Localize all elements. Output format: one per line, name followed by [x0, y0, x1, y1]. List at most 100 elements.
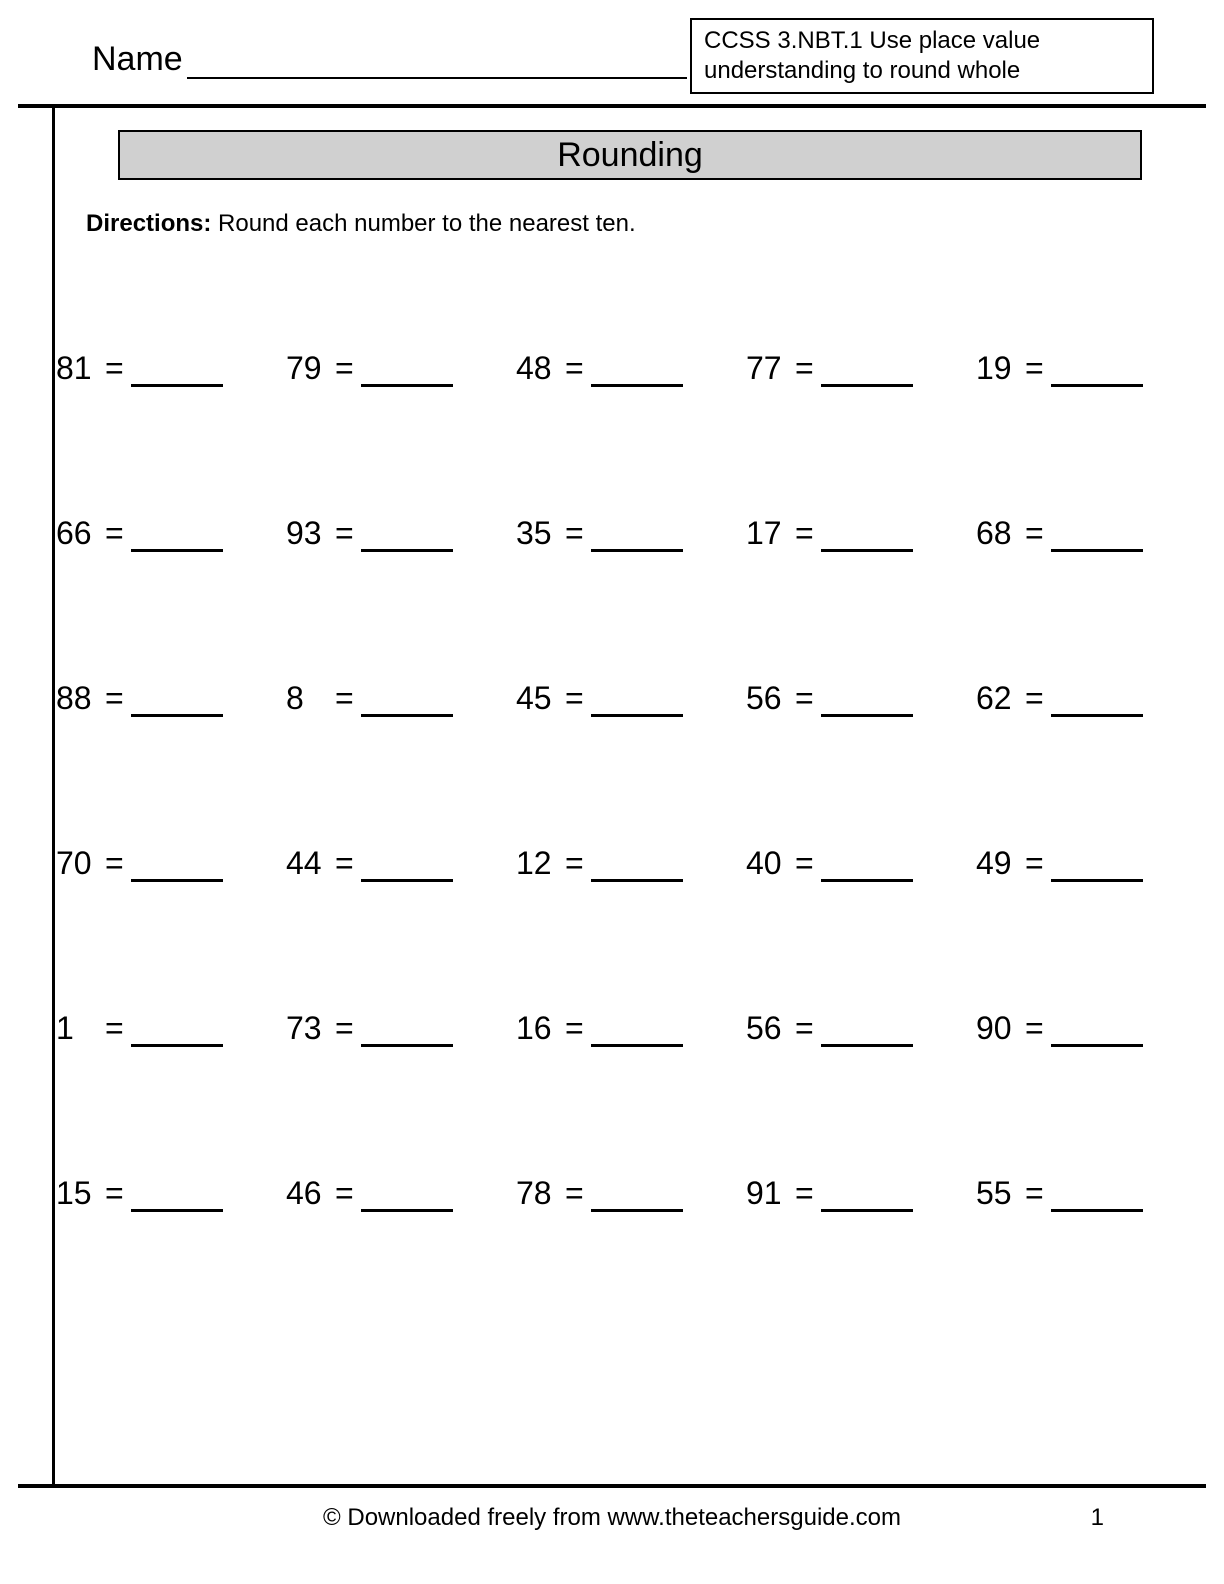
problem-row: 1=73=16=56=90=: [56, 1010, 1186, 1047]
answer-blank[interactable]: [1051, 528, 1143, 552]
equals-sign: =: [1025, 845, 1044, 882]
problem-number: 55: [976, 1175, 1024, 1212]
answer-blank[interactable]: [361, 528, 453, 552]
equals-sign: =: [105, 350, 124, 387]
answer-blank[interactable]: [591, 1188, 683, 1212]
name-label: Name: [92, 40, 183, 79]
problem-cell: 70=: [56, 845, 266, 882]
problem-cell: 66=: [56, 515, 266, 552]
worksheet-title: Rounding: [118, 130, 1142, 180]
answer-blank[interactable]: [821, 363, 913, 387]
problem-number: 12: [516, 845, 564, 882]
answer-blank[interactable]: [821, 858, 913, 882]
problems-grid: 81=79=48=77=19=66=93=35=17=68=88=8=45=56…: [56, 350, 1186, 1340]
answer-blank[interactable]: [1051, 1188, 1143, 1212]
equals-sign: =: [105, 845, 124, 882]
standard-text: CCSS 3.NBT.1 Use place value understandi…: [704, 27, 1040, 84]
answer-blank[interactable]: [591, 1023, 683, 1047]
answer-blank[interactable]: [361, 1023, 453, 1047]
problem-row: 66=93=35=17=68=: [56, 515, 1186, 552]
equals-sign: =: [565, 515, 584, 552]
problem-number: 81: [56, 350, 104, 387]
answer-blank[interactable]: [131, 528, 223, 552]
equals-sign: =: [105, 1010, 124, 1047]
problem-cell: 78=: [516, 1175, 726, 1212]
answer-blank[interactable]: [1051, 1023, 1143, 1047]
equals-sign: =: [1025, 680, 1044, 717]
answer-blank[interactable]: [591, 693, 683, 717]
equals-sign: =: [335, 515, 354, 552]
problem-number: 77: [746, 350, 794, 387]
problem-cell: 68=: [976, 515, 1186, 552]
answer-blank[interactable]: [821, 528, 913, 552]
problem-number: 93: [286, 515, 334, 552]
equals-sign: =: [795, 350, 814, 387]
problem-cell: 40=: [746, 845, 956, 882]
standard-box: CCSS 3.NBT.1 Use place value understandi…: [690, 18, 1154, 94]
problem-number: 15: [56, 1175, 104, 1212]
left-vertical-rule: [52, 104, 55, 1484]
problem-row: 15=46=78=91=55=: [56, 1175, 1186, 1212]
problem-cell: 73=: [286, 1010, 496, 1047]
equals-sign: =: [565, 1010, 584, 1047]
answer-blank[interactable]: [821, 693, 913, 717]
problem-cell: 17=: [746, 515, 956, 552]
problem-number: 19: [976, 350, 1024, 387]
problem-cell: 46=: [286, 1175, 496, 1212]
problem-cell: 49=: [976, 845, 1186, 882]
answer-blank[interactable]: [131, 363, 223, 387]
equals-sign: =: [105, 515, 124, 552]
answer-blank[interactable]: [131, 1023, 223, 1047]
answer-blank[interactable]: [131, 858, 223, 882]
problem-number: 88: [56, 680, 104, 717]
answer-blank[interactable]: [821, 1188, 913, 1212]
problem-number: 46: [286, 1175, 334, 1212]
problem-number: 48: [516, 350, 564, 387]
problem-number: 17: [746, 515, 794, 552]
answer-blank[interactable]: [1051, 363, 1143, 387]
answer-blank[interactable]: [591, 858, 683, 882]
answer-blank[interactable]: [361, 363, 453, 387]
problem-cell: 81=: [56, 350, 266, 387]
problem-cell: 93=: [286, 515, 496, 552]
problem-number: 66: [56, 515, 104, 552]
problem-cell: 90=: [976, 1010, 1186, 1047]
problem-cell: 79=: [286, 350, 496, 387]
problem-cell: 45=: [516, 680, 726, 717]
name-blank-line[interactable]: [187, 51, 687, 79]
answer-blank[interactable]: [131, 1188, 223, 1212]
answer-blank[interactable]: [821, 1023, 913, 1047]
equals-sign: =: [335, 1175, 354, 1212]
answer-blank[interactable]: [361, 1188, 453, 1212]
equals-sign: =: [565, 350, 584, 387]
equals-sign: =: [565, 1175, 584, 1212]
problem-cell: 19=: [976, 350, 1186, 387]
equals-sign: =: [565, 680, 584, 717]
answer-blank[interactable]: [131, 693, 223, 717]
equals-sign: =: [1025, 1175, 1044, 1212]
problem-cell: 62=: [976, 680, 1186, 717]
equals-sign: =: [795, 680, 814, 717]
directions-text: Round each number to the nearest ten.: [211, 210, 635, 237]
equals-sign: =: [105, 680, 124, 717]
answer-blank[interactable]: [361, 858, 453, 882]
name-row: Name: [92, 40, 687, 79]
problem-cell: 91=: [746, 1175, 956, 1212]
answer-blank[interactable]: [591, 528, 683, 552]
problem-number: 56: [746, 680, 794, 717]
worksheet-page: CCSS 3.NBT.1 Use place value understandi…: [0, 0, 1224, 1584]
problem-cell: 16=: [516, 1010, 726, 1047]
answer-blank[interactable]: [1051, 693, 1143, 717]
problem-cell: 48=: [516, 350, 726, 387]
directions-label: Directions:: [86, 210, 211, 237]
problem-cell: 35=: [516, 515, 726, 552]
equals-sign: =: [1025, 515, 1044, 552]
answer-blank[interactable]: [591, 363, 683, 387]
answer-blank[interactable]: [361, 693, 453, 717]
problem-cell: 8=: [286, 680, 496, 717]
equals-sign: =: [335, 350, 354, 387]
problem-row: 70=44=12=40=49=: [56, 845, 1186, 882]
answer-blank[interactable]: [1051, 858, 1143, 882]
problem-number: 70: [56, 845, 104, 882]
equals-sign: =: [795, 1010, 814, 1047]
